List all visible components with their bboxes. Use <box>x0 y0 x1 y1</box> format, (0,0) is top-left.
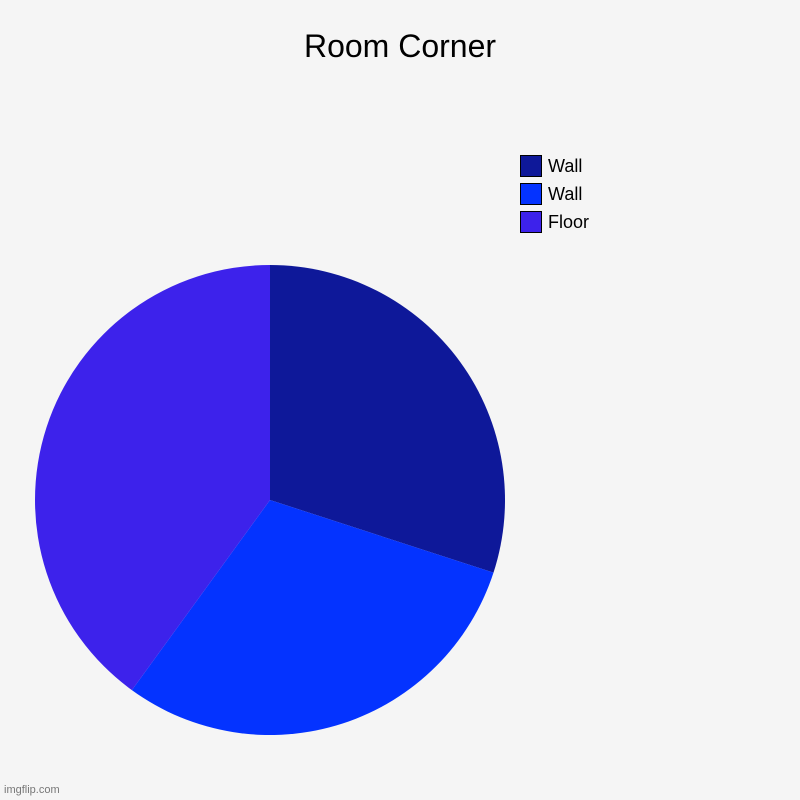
legend-swatch <box>520 183 542 205</box>
legend-swatch <box>520 211 542 233</box>
legend: Wall Wall Floor <box>520 155 589 239</box>
legend-item: Floor <box>520 211 589 233</box>
legend-label: Floor <box>548 212 589 233</box>
watermark: imgflip.com <box>4 784 60 796</box>
pie-chart <box>0 0 800 800</box>
legend-label: Wall <box>548 156 582 177</box>
legend-item: Wall <box>520 183 589 205</box>
legend-swatch <box>520 155 542 177</box>
legend-label: Wall <box>548 184 582 205</box>
legend-item: Wall <box>520 155 589 177</box>
